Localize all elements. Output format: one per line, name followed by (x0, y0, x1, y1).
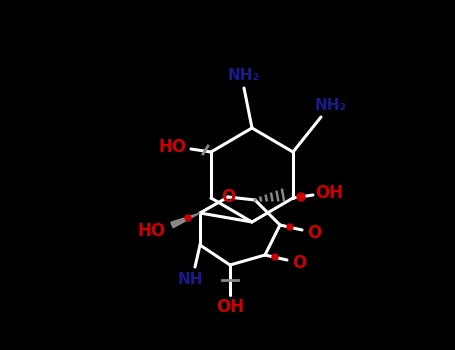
Text: NH₂: NH₂ (315, 98, 347, 113)
Polygon shape (171, 213, 200, 228)
Text: HO: HO (138, 222, 166, 240)
Circle shape (287, 224, 293, 230)
Text: O: O (292, 254, 306, 272)
Text: O: O (307, 224, 321, 242)
Circle shape (297, 193, 305, 201)
Text: HO: HO (159, 138, 187, 156)
Text: OH: OH (216, 298, 244, 316)
Text: O: O (221, 188, 235, 206)
Circle shape (272, 254, 278, 260)
Text: NH₂: NH₂ (228, 69, 260, 84)
Text: NH: NH (177, 273, 203, 287)
Text: OH: OH (315, 184, 343, 202)
Circle shape (185, 215, 191, 221)
